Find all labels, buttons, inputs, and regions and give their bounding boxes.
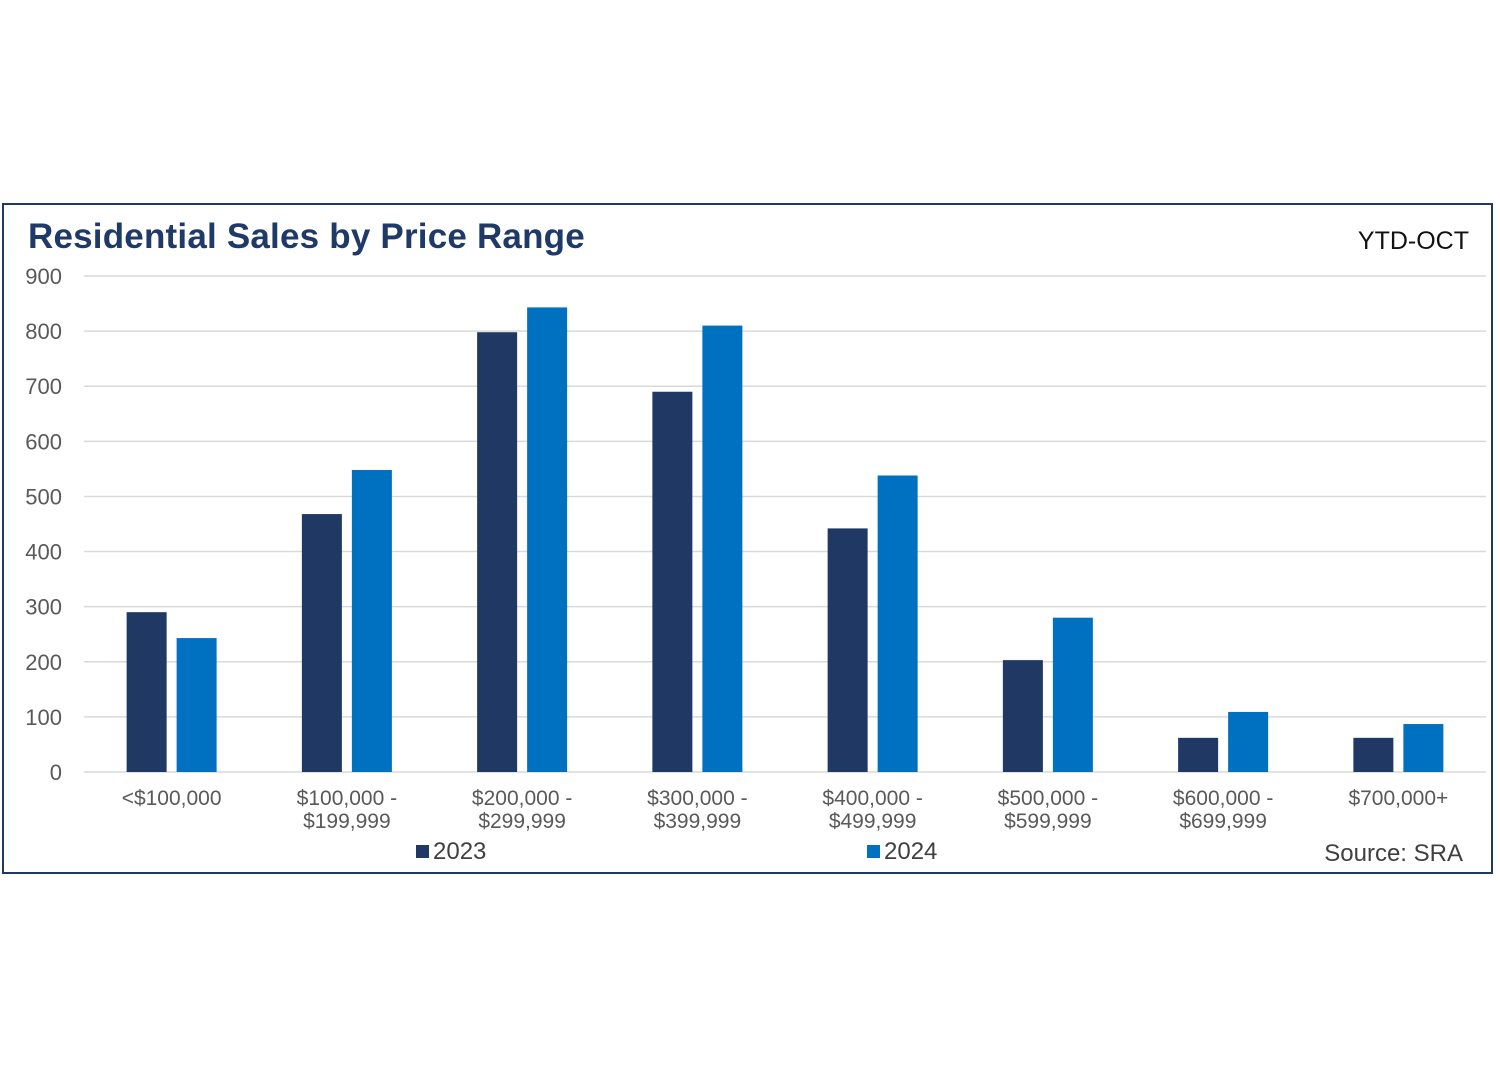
bar-2024 — [877, 475, 918, 772]
x-tick-label: $600,000 - — [1173, 787, 1273, 810]
bar-2024 — [1403, 724, 1444, 772]
bar-2023 — [301, 514, 342, 772]
y-tick-label: 400 — [25, 540, 62, 565]
bar-2023 — [126, 612, 167, 772]
bar-2023 — [1353, 737, 1394, 772]
chart-frame: Residential Sales by Price Range YTD-OCT… — [2, 203, 1493, 874]
bar-2024 — [527, 307, 568, 772]
legend-label-2024: 2024 — [884, 838, 937, 865]
y-tick-label: 0 — [50, 760, 62, 785]
y-tick-label: 500 — [25, 484, 62, 509]
x-tick-label: $700,000+ — [1348, 787, 1448, 810]
x-tick-label: $400,000 - — [822, 787, 922, 810]
x-tick-label: $200,000 - — [472, 787, 572, 810]
x-tick-label: $300,000 - — [647, 787, 747, 810]
bar-2023 — [652, 391, 693, 772]
y-tick-label: 100 — [25, 705, 62, 730]
y-tick-label: 900 — [25, 264, 62, 289]
source-note: Source: SRA — [1324, 840, 1463, 867]
bar-2023 — [827, 528, 868, 772]
x-tick-label: $599,999 — [1004, 810, 1092, 833]
bar-2023 — [1002, 660, 1043, 772]
bar-2023 — [477, 332, 518, 772]
x-tick-label: $499,999 — [829, 810, 917, 833]
y-tick-label: 700 — [25, 374, 62, 399]
x-tick-label: $500,000 - — [998, 787, 1098, 810]
legend-swatch-2024 — [867, 845, 880, 858]
y-tick-label: 600 — [25, 429, 62, 454]
chart-title: Residential Sales by Price Range — [28, 217, 585, 256]
x-tick-label: $299,999 — [478, 810, 566, 833]
bar-2024 — [176, 638, 217, 772]
bar-2023 — [1178, 737, 1219, 772]
x-tick-label: $699,999 — [1179, 810, 1267, 833]
bar-chart: 0 100 200 300 400 500 600 700 800 900 <$100,000 $10… — [25, 264, 1486, 865]
bar-2024 — [351, 469, 392, 772]
y-tick-label: 300 — [25, 595, 62, 620]
y-tick-label: 200 — [25, 650, 62, 675]
bar-2024 — [1228, 711, 1269, 772]
x-tick-label: $399,999 — [654, 810, 742, 833]
x-tick-label: <$100,000 — [122, 787, 222, 810]
x-tick-label: $100,000 - — [297, 787, 397, 810]
legend-swatch-2023 — [416, 845, 429, 858]
bar-2024 — [1052, 617, 1093, 772]
period-tag: YTD-OCT — [1357, 227, 1469, 255]
x-tick-label: $199,999 — [303, 810, 391, 833]
bar-2024 — [702, 325, 743, 772]
y-tick-label: 800 — [25, 319, 62, 344]
legend-label-2023: 2023 — [433, 838, 486, 865]
